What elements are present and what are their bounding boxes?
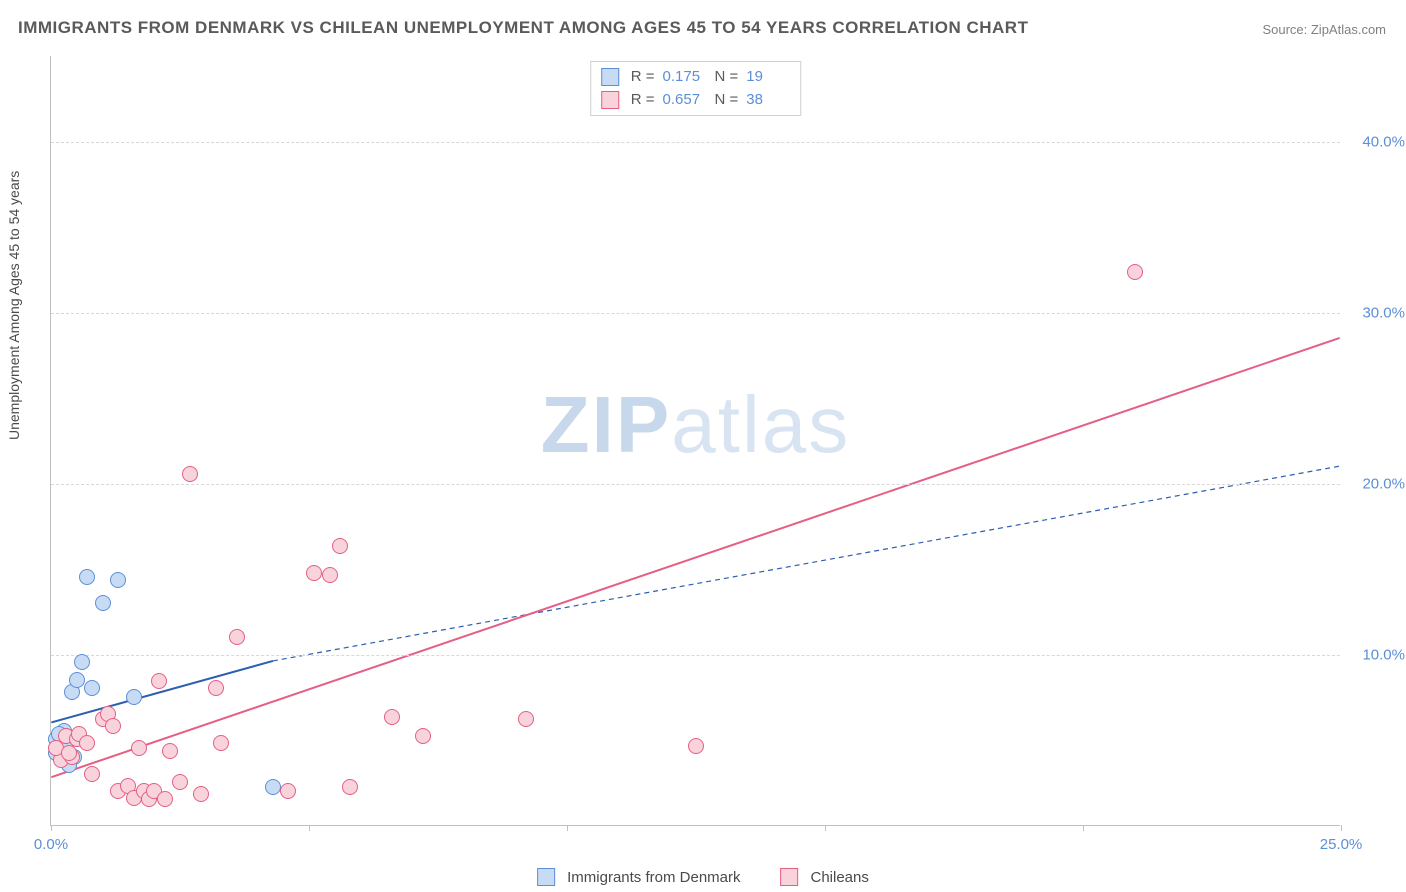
data-point [342,779,358,795]
data-point [415,728,431,744]
legend-swatch [537,868,555,886]
data-point [157,791,173,807]
data-point [384,709,400,725]
y-tick-label: 20.0% [1362,475,1405,492]
gridline [51,655,1340,656]
data-point [69,672,85,688]
watermark-bold: ZIP [541,380,671,469]
stat-n-value: 38 [746,89,790,112]
data-point [213,735,229,751]
stats-row: R = 0.175 N = 19 [601,66,791,89]
y-tick-label: 40.0% [1362,133,1405,150]
watermark: ZIPatlas [541,379,850,471]
legend-swatch [781,868,799,886]
data-point [193,786,209,802]
data-point [105,718,121,734]
x-tick [51,825,52,831]
gridline [51,313,1340,314]
trend-lines-svg [51,56,1340,825]
stats-legend: R = 0.175 N = 19 R = 0.657 N = 38 [590,61,802,116]
data-point [79,735,95,751]
data-point [61,745,77,761]
legend-item: Immigrants from Denmark [537,868,740,886]
data-point [182,466,198,482]
data-point [688,738,704,754]
data-point [162,743,178,759]
x-tick [1083,825,1084,831]
watermark-rest: atlas [671,380,850,469]
x-tick [1341,825,1342,831]
data-point [151,673,167,689]
data-point [84,680,100,696]
stat-r-label: R = [631,66,655,89]
stats-row: R = 0.657 N = 38 [601,89,791,112]
x-tick [825,825,826,831]
chart-title: IMMIGRANTS FROM DENMARK VS CHILEAN UNEMP… [18,18,1028,38]
stat-r-value: 0.657 [663,89,707,112]
bottom-legend: Immigrants from Denmark Chileans [537,868,869,886]
stat-n-label: N = [715,66,739,89]
data-point [229,629,245,645]
gridline [51,484,1340,485]
data-point [280,783,296,799]
data-point [322,567,338,583]
data-point [172,774,188,790]
data-point [1127,264,1143,280]
data-point [74,654,90,670]
gridline [51,142,1340,143]
stat-r-label: R = [631,89,655,112]
x-tick-label: 0.0% [34,836,68,853]
data-point [131,740,147,756]
y-tick-label: 10.0% [1362,646,1405,663]
data-point [265,779,281,795]
stat-r-value: 0.175 [663,66,707,89]
stat-n-label: N = [715,89,739,112]
legend-label: Chileans [811,869,869,886]
stat-n-value: 19 [746,66,790,89]
series-swatch [601,68,619,86]
legend-item: Chileans [781,868,869,886]
series-swatch [601,91,619,109]
data-point [332,538,348,554]
x-tick [567,825,568,831]
data-point [306,565,322,581]
y-tick-label: 30.0% [1362,304,1405,321]
data-point [126,689,142,705]
x-tick [309,825,310,831]
legend-label: Immigrants from Denmark [567,869,740,886]
data-point [95,595,111,611]
data-point [110,572,126,588]
plot-area: ZIPatlas R =0.175N =19R =0.657N =38 10.0… [50,56,1340,826]
data-point [79,569,95,585]
data-point [208,680,224,696]
x-tick-label: 25.0% [1320,836,1363,853]
data-point [518,711,534,727]
y-axis-label: Unemployment Among Ages 45 to 54 years [6,171,22,440]
data-point [84,766,100,782]
source-label: Source: ZipAtlas.com [1262,22,1386,37]
